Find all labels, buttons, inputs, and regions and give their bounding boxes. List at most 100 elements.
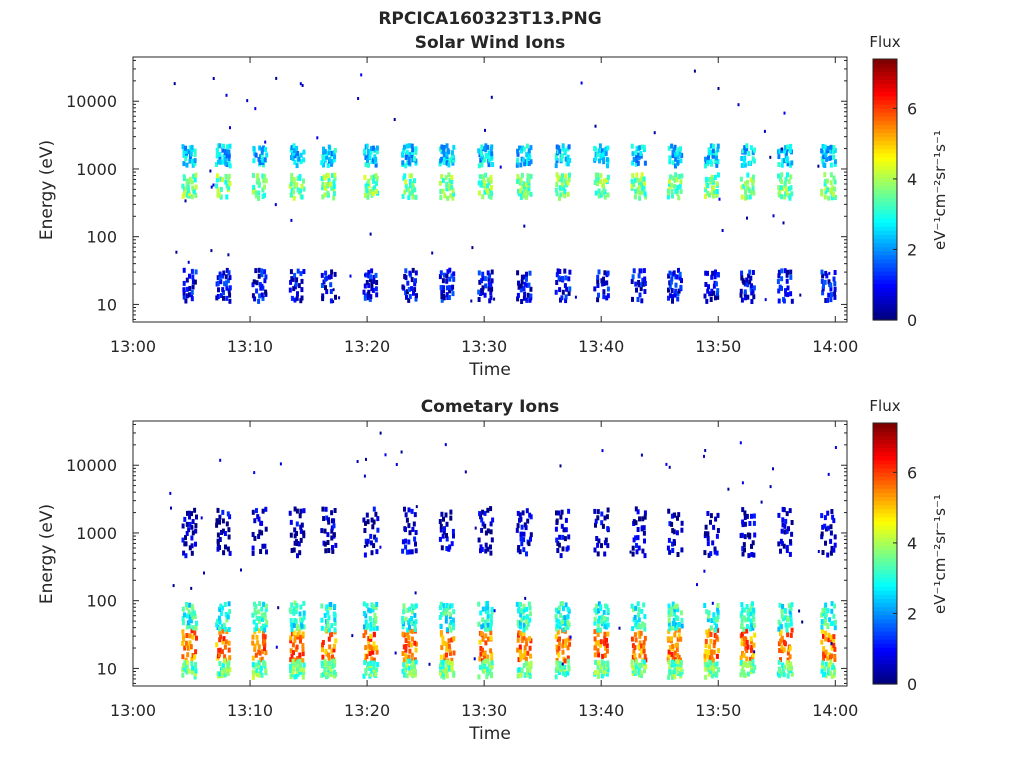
heatmap-cell <box>321 153 325 159</box>
colorbar-segment <box>873 606 897 612</box>
heatmap-cell <box>833 657 837 662</box>
heatmap-cell <box>560 601 564 606</box>
heatmap-cell <box>186 613 189 619</box>
heatmap-cell <box>182 149 186 155</box>
heatmap-cell <box>449 193 453 199</box>
heatmap-cell <box>559 514 563 520</box>
heatmap-cell <box>302 600 306 606</box>
heatmap-cell <box>740 163 744 168</box>
heatmap-cell <box>192 189 196 195</box>
heatmap-cell <box>709 143 713 149</box>
heatmap-cell <box>445 627 449 633</box>
heatmap-cell <box>679 188 683 194</box>
heatmap-cell <box>188 286 192 291</box>
heatmap-cell <box>181 537 185 543</box>
heatmap-cell <box>555 280 559 285</box>
heatmap-cell <box>293 637 297 643</box>
heatmap-cell <box>181 523 185 529</box>
heatmap-cell <box>368 644 372 650</box>
heatmap-cell <box>369 274 373 280</box>
heatmap-cell <box>712 615 716 621</box>
heatmap-cell <box>560 523 564 529</box>
heatmap-cell <box>292 286 296 292</box>
heatmap-cell <box>522 531 526 537</box>
heatmap-cell <box>228 514 232 520</box>
heatmap-cell <box>566 154 570 160</box>
heatmap-cell <box>261 295 265 301</box>
heatmap-cell <box>408 143 412 149</box>
heatmap-cell <box>194 523 198 529</box>
heatmap-cell <box>369 232 372 236</box>
heatmap-cell <box>218 671 222 677</box>
colorbar-segment <box>873 663 897 669</box>
heatmap-cell <box>602 281 606 286</box>
heatmap-cell <box>216 541 220 547</box>
heatmap-cell <box>638 184 641 190</box>
heatmap-cell <box>253 627 257 633</box>
heatmap-cell <box>630 663 634 669</box>
heatmap-cell <box>218 271 222 277</box>
colorbar-segment <box>873 655 897 661</box>
heatmap-cell <box>602 289 606 295</box>
heatmap-cell <box>256 173 260 179</box>
heatmap-cell <box>742 669 746 675</box>
heatmap-cell <box>709 632 713 637</box>
heatmap-cell <box>594 522 597 528</box>
heatmap-cell <box>745 623 749 629</box>
heatmap-cell <box>642 186 646 192</box>
heatmap-cell <box>222 636 226 642</box>
heatmap-cell <box>263 278 267 284</box>
heatmap-cell <box>603 652 607 658</box>
heatmap-cell <box>439 654 443 660</box>
heatmap-cell <box>216 275 220 281</box>
heatmap-cell <box>324 506 328 512</box>
x-tick-label: 14:00 <box>812 701 858 720</box>
heatmap-cell <box>561 546 565 552</box>
heatmap-cell <box>255 622 259 628</box>
heatmap-cell <box>296 175 300 181</box>
heatmap-cell <box>439 623 443 629</box>
heatmap-cell <box>226 511 230 517</box>
heatmap-cell <box>263 269 267 275</box>
heatmap-cell <box>445 292 449 298</box>
heatmap-cell <box>194 668 198 674</box>
heatmap-cell <box>328 660 332 666</box>
heatmap-cell <box>405 549 409 555</box>
heatmap-cell <box>299 638 302 644</box>
heatmap-cell <box>228 667 232 673</box>
heatmap-cell <box>481 667 485 673</box>
heatmap-cell <box>485 674 489 680</box>
heatmap-cell <box>370 645 374 651</box>
heatmap-cell <box>332 179 336 185</box>
heatmap-cell <box>743 547 746 553</box>
heatmap-cell <box>222 143 225 149</box>
heatmap-cell <box>379 545 382 549</box>
heatmap-cell <box>260 606 264 612</box>
heatmap-cell <box>299 617 303 623</box>
heatmap-cell <box>327 627 331 633</box>
colorbar-segment <box>873 618 897 624</box>
heatmap-cell <box>300 522 304 528</box>
heatmap-cell <box>520 299 524 304</box>
heatmap-cell <box>490 144 494 150</box>
heatmap-cell <box>294 674 298 680</box>
heatmap-cell <box>263 192 266 198</box>
heatmap-cell <box>483 510 487 516</box>
heatmap-cell <box>217 287 220 293</box>
heatmap-cell <box>779 185 783 191</box>
heatmap-cell <box>323 612 327 618</box>
heatmap-cell <box>404 275 408 281</box>
heatmap-cell <box>489 282 493 288</box>
heatmap-cell <box>635 158 639 164</box>
heatmap-cell <box>289 663 292 669</box>
heatmap-cell <box>263 184 266 190</box>
heatmap-cell <box>295 644 299 650</box>
heatmap-cell <box>529 293 533 299</box>
heatmap-cell <box>561 649 565 655</box>
heatmap-cell <box>599 642 602 648</box>
heatmap-cell <box>523 159 527 165</box>
heatmap-cell <box>603 515 607 521</box>
heatmap-cell <box>484 530 488 536</box>
colorbar-segment <box>873 266 897 272</box>
